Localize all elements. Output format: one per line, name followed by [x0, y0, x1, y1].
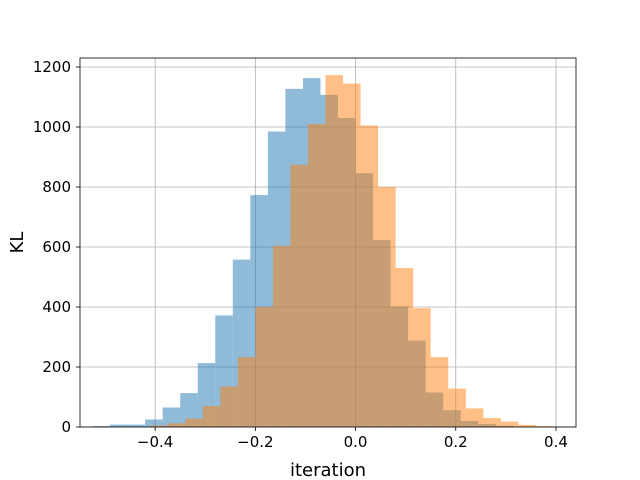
histogram-bar — [518, 424, 536, 427]
histogram-bar — [202, 406, 221, 427]
histogram-bar — [150, 425, 168, 427]
x-tick-label: −0.2 — [237, 433, 273, 451]
x-tick-label: −0.4 — [137, 433, 173, 451]
histogram-bar — [110, 424, 128, 427]
histogram-bar — [145, 419, 163, 427]
x-tick-label: 0.0 — [344, 433, 368, 451]
histogram-bar — [92, 426, 111, 427]
histogram-bar — [290, 164, 308, 428]
y-tick-label: 800 — [42, 178, 71, 196]
histogram-bar — [483, 418, 501, 427]
histogram-bar — [237, 357, 256, 427]
histogram-bar — [535, 426, 554, 427]
y-tick-label: 1000 — [33, 118, 71, 136]
histogram-bar — [500, 421, 519, 427]
histogram-bar — [395, 268, 414, 427]
histogram-bar — [360, 125, 379, 427]
histogram-bar — [255, 307, 273, 427]
histogram-bar — [162, 407, 181, 427]
histogram-bar — [185, 418, 203, 427]
histogram-bars — [92, 75, 554, 428]
y-tick-label: 0 — [61, 418, 71, 436]
y-tick-label: 200 — [42, 358, 71, 376]
x-tick-label: 0.4 — [544, 433, 568, 451]
plot-frame — [79, 57, 577, 428]
histogram-bar — [325, 75, 344, 427]
x-tick-label: 0.2 — [444, 433, 468, 451]
axis-ticks: −0.4 −0.2 0.0 0.2 0.4 0 200 400 600 800 1000 1200 — [33, 58, 568, 451]
histogram-bar — [465, 408, 484, 427]
histogram-bar — [413, 308, 431, 427]
histogram-bar — [220, 386, 238, 427]
histogram-bar — [307, 124, 326, 427]
x-axis-title: iteration — [290, 460, 366, 480]
histogram-bar — [430, 357, 449, 427]
y-tick-label: 400 — [42, 298, 71, 316]
histogram-series-2 — [150, 75, 554, 428]
y-axis-title: KL — [7, 232, 28, 254]
histogram-bar — [272, 245, 291, 427]
y-tick-label: 1200 — [33, 58, 71, 76]
histogram-bar — [448, 388, 466, 427]
histogram-bar — [378, 187, 396, 427]
y-tick-label: 600 — [42, 238, 71, 256]
histogram-bar — [167, 423, 186, 427]
histogram-bar — [127, 424, 146, 427]
histogram-bar — [180, 393, 198, 427]
histogram-bar — [343, 83, 361, 427]
